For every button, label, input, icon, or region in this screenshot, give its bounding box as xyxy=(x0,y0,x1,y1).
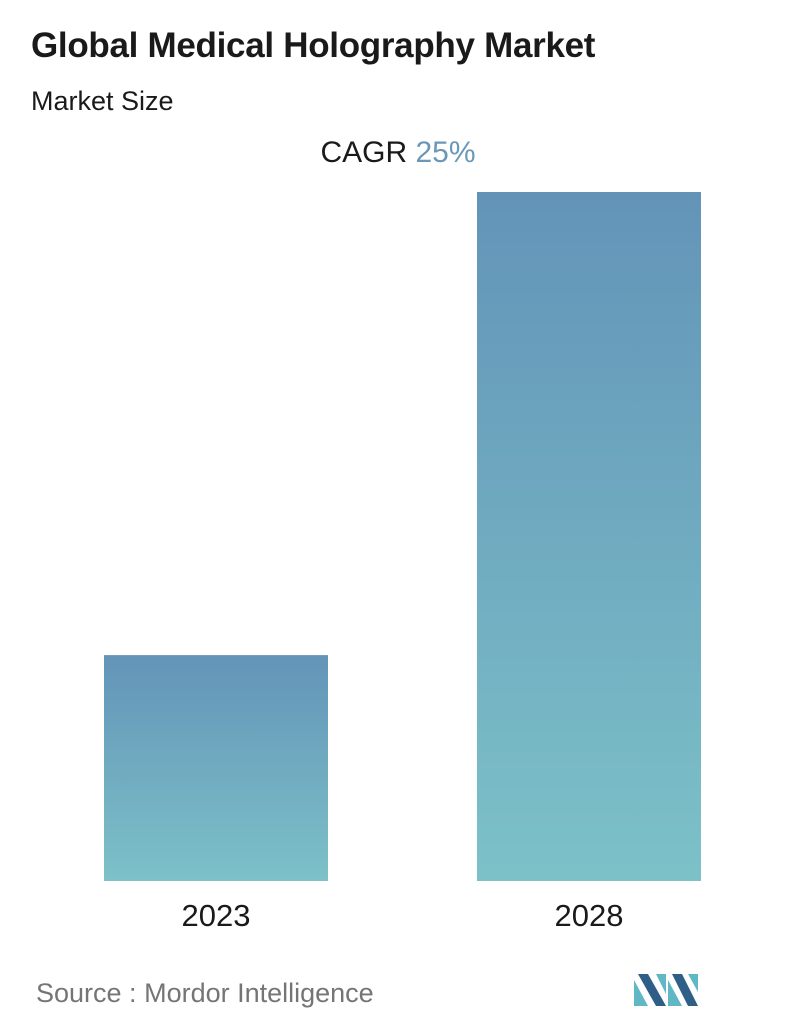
source-name: Mordor Intelligence xyxy=(144,978,374,1008)
source-label: Source : xyxy=(36,978,137,1008)
cagr-label: CAGR xyxy=(320,136,408,169)
bar-2023 xyxy=(104,655,328,881)
cagr-annotation: CAGR 25% xyxy=(0,136,796,170)
cagr-value: 25% xyxy=(415,136,476,169)
chart-title: Global Medical Holography Market xyxy=(31,26,596,65)
bar-2028 xyxy=(477,192,701,881)
chart-subtitle: Market Size xyxy=(31,86,174,116)
bar-chart: 2023 2028 xyxy=(104,192,701,933)
x-tick-label-2023: 2023 xyxy=(182,898,251,933)
mordor-intelligence-logo-icon xyxy=(634,974,698,1006)
source-note: Source : Mordor Intelligence xyxy=(36,978,374,1009)
x-tick-label-2028: 2028 xyxy=(555,898,624,933)
